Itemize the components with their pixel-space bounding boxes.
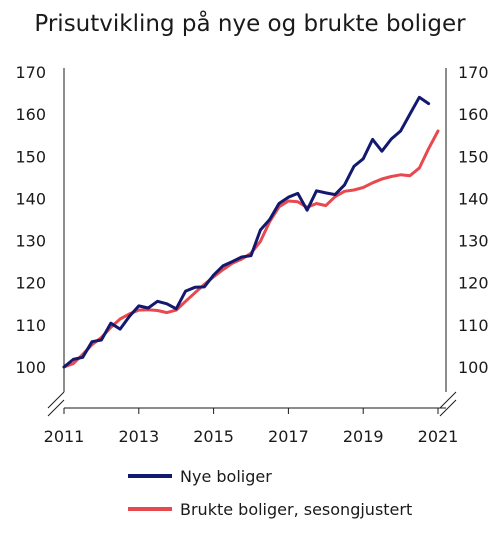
y-tick-label-right: 110 [458, 316, 489, 335]
series-line-nye-boliger [62, 95, 431, 369]
x-ticks: 2011 2013 2015 2017 2019 2021 [44, 408, 459, 446]
x-tick-label: 2019 [343, 427, 384, 446]
left-y-axis [47, 68, 65, 417]
y-tick-label-left: 140 [15, 189, 46, 208]
y-tick-label-right: 130 [458, 232, 489, 251]
y-tick-label-left: 160 [15, 105, 46, 124]
y-tick-label-right: 160 [458, 105, 489, 124]
x-tick-label: 2021 [418, 427, 459, 446]
y-ticks-left: 100 110 120 130 140 150 160 170 [15, 63, 46, 377]
y-tick-label-left: 100 [15, 358, 46, 377]
y-tick-label-right: 170 [458, 63, 489, 82]
legend: Nye boliger Brukte boliger, sesongjuster… [128, 467, 412, 519]
y-tick-label-right: 140 [458, 189, 489, 208]
x-tick-label: 2015 [193, 427, 234, 446]
y-ticks-right: 100 110 120 130 140 150 160 170 [458, 63, 489, 377]
chart-title: Prisutvikling på nye og brukte boliger [34, 9, 466, 37]
legend-label-brukte-boliger: Brukte boliger, sesongjustert [180, 500, 412, 519]
x-tick-label: 2011 [44, 427, 85, 446]
y-tick-label-left: 120 [15, 274, 46, 293]
y-tick-label-right: 150 [458, 147, 489, 166]
y-tick-label-left: 110 [15, 316, 46, 335]
y-tick-label-right: 120 [458, 274, 489, 293]
x-tick-label: 2013 [118, 427, 159, 446]
right-y-axis [439, 68, 457, 417]
y-tick-label-left: 130 [15, 232, 46, 251]
y-tick-label-left: 150 [15, 147, 46, 166]
legend-label-nye-boliger: Nye boliger [180, 467, 272, 486]
y-tick-label-left: 170 [15, 63, 46, 82]
y-tick-label-right: 100 [458, 358, 489, 377]
series-line-brukte-boliger [62, 129, 440, 369]
series-lines [62, 95, 440, 369]
x-tick-label: 2017 [268, 427, 309, 446]
